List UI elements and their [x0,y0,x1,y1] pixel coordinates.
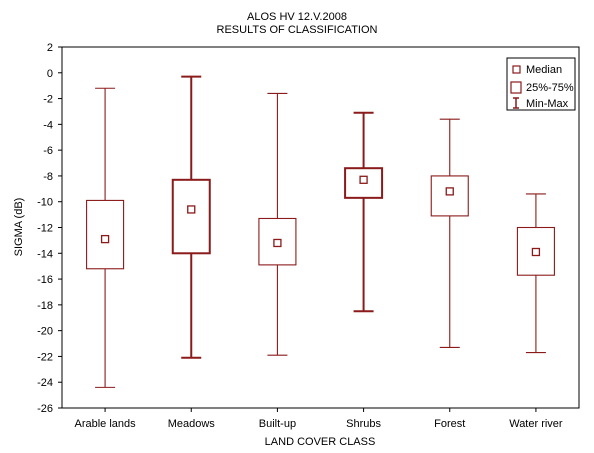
y-tick-label: -16 [37,274,53,286]
iqr-box [86,199,125,270]
x-tick-label: Water river [509,418,563,430]
median-marker [359,175,368,184]
y-tick-label: 0 [47,68,53,80]
median-marker [531,247,541,257]
y-axis: 2 0 -2 -4 -6 -8 -10 -12 -14 -16 -18 -20 -22 -24 -26 [37,42,62,415]
y-tick-label: -26 [37,403,53,415]
plot-area [61,46,580,409]
y-tick-label: -20 [37,326,53,338]
y-tick-label: -12 [37,223,53,235]
box-shrubs [344,111,384,313]
x-tick-label: Built-up [259,418,296,430]
iqr-box [430,175,469,217]
x-axis-label: LAND COVER CLASS [265,436,376,448]
y-tick-label: -18 [37,300,53,312]
x-tick-label: Meadows [168,418,216,430]
iqr-box [171,178,211,255]
legend-range-label: Min-Max [526,98,569,110]
median-marker [273,238,282,248]
y-tick-label: -2 [43,94,53,106]
median-marker [100,234,110,244]
legend-box-label: 25%-75% [526,82,574,94]
x-tick-label: Arable lands [75,418,137,430]
chart-subtitle: RESULTS OF CLASSIFICATION [216,24,378,36]
y-tick-label: -4 [43,119,53,131]
iqr-box [516,226,555,276]
box-built-up [258,92,297,356]
box-forest [430,118,469,348]
box-series [86,75,555,388]
legend-median-marker [512,65,521,74]
legend-box-marker [510,81,522,94]
legend: Median 25%-75% Min-Max [506,57,576,111]
chart-title: ALOS HV 12.V.2008 [247,11,347,23]
legend-median-label: Median [526,64,562,76]
y-tick-label: -22 [37,351,53,363]
x-tick-label: Shrubs [346,418,381,430]
box-arable-lands [86,87,125,388]
y-axis-label: SIGMA (dB) [13,198,25,257]
x-axis: Arable lands Meadows Built-up Shrubs Forest W… [75,408,563,430]
legend-range-marker [513,97,519,109]
y-tick-label: -24 [37,377,53,389]
iqr-box [258,217,297,266]
y-tick-label: -8 [43,171,53,183]
median-marker [187,205,196,214]
y-tick-label: 2 [47,42,53,54]
y-tick-label: -6 [43,145,53,157]
median-marker [445,187,454,196]
box-water-river [516,193,555,354]
legend-box [506,57,576,111]
box-meadows [171,75,211,359]
y-tick-label: -10 [37,197,53,209]
x-tick-label: Forest [434,418,465,430]
y-tick-label: -14 [37,248,53,260]
